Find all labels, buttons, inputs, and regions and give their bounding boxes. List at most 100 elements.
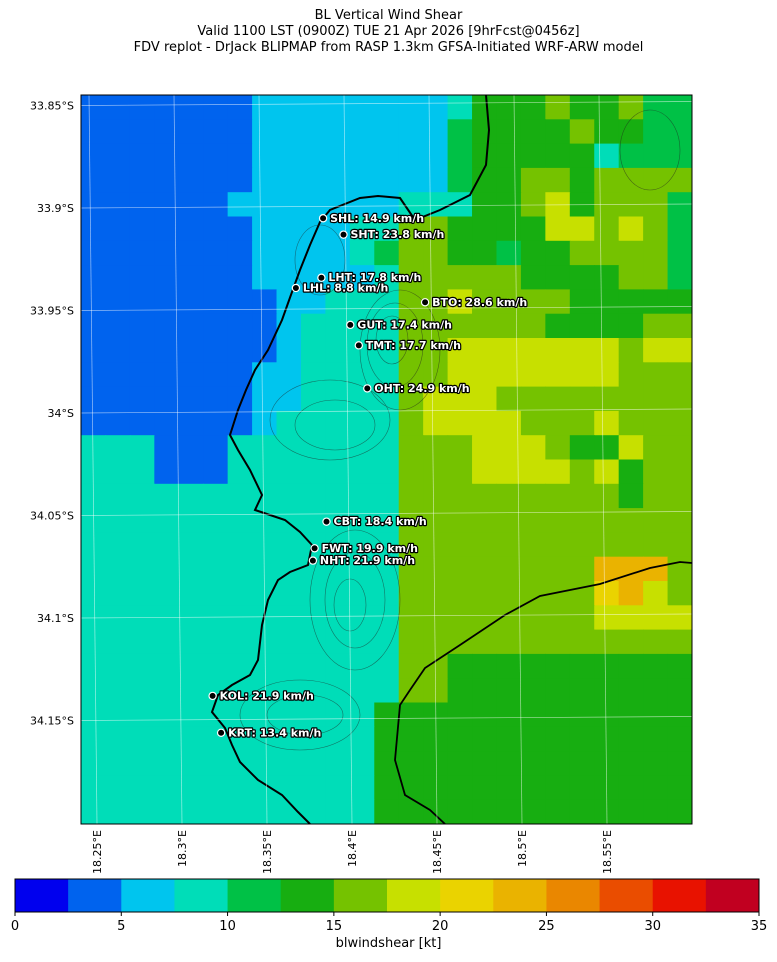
field-cell — [423, 95, 449, 120]
field-cell — [472, 581, 498, 606]
field-cell — [667, 799, 692, 824]
field-cell — [300, 143, 326, 169]
field-cell — [178, 410, 204, 436]
field-cell — [105, 143, 131, 169]
field-cell — [203, 508, 229, 533]
station-label: CBT: 18.4 km/h — [334, 515, 427, 528]
field-cell — [154, 483, 180, 509]
field-cell — [81, 799, 107, 824]
field-cell — [569, 386, 595, 412]
field-cell — [423, 143, 449, 169]
field-cell — [398, 459, 424, 485]
field-cell — [594, 313, 620, 339]
field-cell — [496, 167, 522, 193]
field-cell — [643, 362, 669, 388]
field-cell — [227, 556, 253, 582]
field-cell — [520, 726, 546, 752]
field-cell — [496, 216, 522, 242]
field-cell — [349, 119, 375, 145]
field-cell — [325, 192, 351, 218]
field-cell — [252, 167, 278, 193]
field-cell — [496, 508, 522, 533]
field-cell — [227, 338, 253, 363]
field-cell — [447, 678, 473, 704]
field-cell — [276, 386, 302, 412]
station-label: KRT: 13.4 km/h — [228, 726, 321, 739]
field-cell — [618, 362, 644, 388]
field-cell — [667, 119, 692, 145]
field-cell — [643, 532, 669, 558]
field-cell — [643, 799, 669, 824]
field-cell — [569, 605, 595, 631]
field-cell — [252, 799, 278, 824]
field-cell — [667, 459, 692, 485]
field-cell — [374, 167, 400, 193]
station-marker — [318, 214, 328, 223]
field-cell — [569, 119, 595, 145]
field-cell — [569, 726, 595, 752]
field-cell — [178, 143, 204, 169]
field-cell — [667, 167, 692, 193]
field-cell — [472, 192, 498, 218]
field-cell — [300, 483, 326, 509]
field-cell — [252, 386, 278, 412]
field-cell — [569, 362, 595, 388]
field-cell — [398, 702, 424, 728]
field-cell — [472, 678, 498, 704]
field-cell — [227, 119, 253, 145]
field-cell — [398, 751, 424, 776]
field-cell — [569, 629, 595, 655]
field-cell — [667, 289, 692, 315]
colorbar-swatch — [440, 879, 494, 912]
field-cell — [594, 702, 620, 728]
field-cell — [81, 751, 107, 776]
field-cell — [545, 556, 571, 582]
field-cell — [472, 459, 498, 485]
field-cell — [398, 605, 424, 631]
field-cell — [300, 410, 326, 436]
field-cell — [618, 459, 644, 485]
field-cell — [520, 143, 546, 169]
field-cell — [496, 532, 522, 558]
field-cell — [276, 192, 302, 218]
field-cell — [496, 192, 522, 218]
field-cell — [325, 629, 351, 655]
field-cell — [81, 167, 107, 193]
colorbar-tick-label: 20 — [432, 919, 449, 934]
field-cell — [154, 143, 180, 169]
field-cell — [374, 799, 400, 824]
field-cell — [154, 240, 180, 266]
field-cell — [423, 362, 449, 388]
field-cell — [569, 143, 595, 169]
field-cell — [129, 143, 155, 169]
field-cell — [496, 313, 522, 339]
field-cell — [349, 459, 375, 485]
field-cell — [178, 799, 204, 824]
field-cell — [643, 459, 669, 485]
field-cell — [520, 167, 546, 193]
field-cell — [276, 410, 302, 436]
map-title-line-3: FDV replot - DrJack BLIPMAP from RASP 1.… — [133, 40, 644, 55]
field-cell — [520, 629, 546, 655]
field-cell — [349, 775, 375, 801]
field-cell — [472, 726, 498, 752]
field-cell — [447, 313, 473, 339]
wind-shear-field — [81, 95, 692, 824]
field-cell — [447, 289, 473, 315]
field-cell — [398, 726, 424, 752]
field-cell — [594, 435, 620, 461]
field-cell — [129, 410, 155, 436]
field-cell — [154, 799, 180, 824]
field-cell — [594, 653, 620, 679]
field-cell — [154, 265, 180, 290]
field-cell — [154, 653, 180, 679]
field-cell — [129, 435, 155, 461]
field-cell — [374, 508, 400, 533]
field-cell — [472, 532, 498, 558]
field-cell — [667, 386, 692, 412]
field-cell — [203, 216, 229, 242]
field-cell — [643, 313, 669, 339]
field-cell — [154, 167, 180, 193]
field-cell — [203, 629, 229, 655]
field-cell — [374, 483, 400, 509]
